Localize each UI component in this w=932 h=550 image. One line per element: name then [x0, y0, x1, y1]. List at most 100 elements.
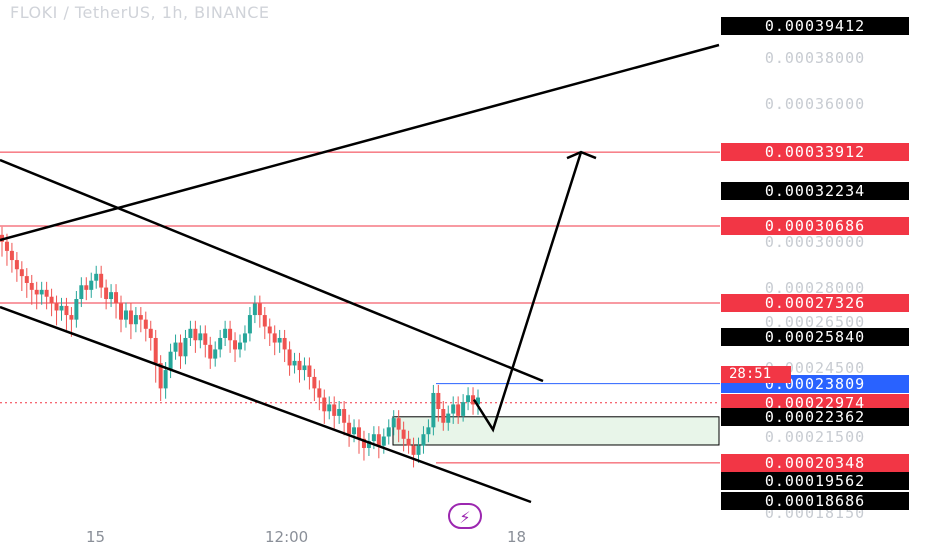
candle-body — [461, 402, 466, 416]
trend-drawings[interactable] — [0, 43, 720, 504]
candle-body — [381, 436, 386, 446]
price-tick: 0.00030000 — [764, 232, 866, 251]
candle-body — [446, 413, 451, 423]
price-label: 0.00039412 — [721, 17, 909, 36]
candle-body — [114, 292, 119, 304]
candle-body — [406, 438, 411, 446]
candle-body — [371, 434, 376, 442]
candle-body — [426, 427, 431, 435]
candle-body — [39, 289, 44, 295]
candle-body — [223, 328, 228, 338]
candle-body — [233, 340, 238, 350]
candle-body — [183, 337, 188, 357]
price-label: 0.00018686 — [721, 491, 909, 510]
candle-body — [431, 392, 436, 428]
price-label: 0.00030686 — [721, 217, 909, 235]
candle-body — [14, 260, 19, 270]
price-tick: 0.00026500 — [764, 312, 866, 331]
candle-body — [242, 333, 247, 343]
candle-body — [173, 342, 178, 352]
candle-body — [238, 342, 242, 350]
candle-body — [228, 328, 233, 341]
candle-body — [143, 319, 148, 329]
candle-body — [396, 418, 401, 430]
arrow-head — [566, 150, 597, 160]
channel-top-line — [0, 158, 544, 383]
candle-body — [332, 404, 337, 416]
candle-body — [297, 360, 302, 371]
candle-body — [391, 418, 396, 428]
candle-body — [247, 315, 252, 334]
chart-title: FLOKI / TetherUS, 1h, BINANCE — [10, 3, 270, 22]
candle-body — [257, 303, 262, 316]
candle-body — [188, 328, 193, 338]
candle-body — [54, 303, 59, 311]
candle-body — [307, 365, 312, 377]
candle-body — [59, 305, 64, 311]
time-label-1200: 12:00 — [265, 528, 309, 546]
price-label: 0.00022362 — [721, 407, 909, 426]
countdown-timer: 28:51 — [721, 366, 791, 383]
candle-body — [19, 269, 24, 277]
candle-body — [421, 434, 426, 446]
candle-body — [168, 351, 173, 371]
candle-body — [272, 333, 277, 343]
candle-body — [262, 315, 267, 327]
candle-body — [163, 370, 168, 389]
candle-body — [466, 395, 471, 403]
lightning-icon[interactable]: ⚡ — [448, 503, 482, 529]
candle-body — [29, 282, 34, 290]
candle-body — [109, 292, 114, 300]
candle-body — [386, 427, 391, 437]
candle-body — [347, 422, 352, 435]
price-label: 0.00022974 — [721, 393, 909, 412]
candle-body — [104, 287, 109, 300]
candle-body — [99, 273, 104, 288]
candle-body — [357, 427, 361, 439]
candle-body — [208, 344, 213, 359]
candle-body — [138, 315, 143, 320]
price-tick: 0.00038000 — [764, 49, 866, 68]
candle-body — [193, 328, 198, 341]
candle-body — [267, 326, 272, 334]
candles — [0, 226, 480, 468]
candle-body — [277, 337, 282, 343]
candle-body — [327, 404, 332, 412]
price-label: 0.00025840 — [721, 328, 909, 347]
candle-body — [158, 363, 163, 389]
candle-body — [436, 392, 441, 410]
price-label: 0.00027326 — [721, 294, 909, 312]
candle-body — [49, 296, 54, 304]
candle-body — [342, 409, 347, 423]
price-label: 0.00032234 — [721, 181, 909, 200]
candle-body — [471, 395, 476, 405]
price-tick: 0.00028000 — [764, 278, 866, 297]
candle-body — [456, 404, 461, 416]
candle-body — [79, 285, 84, 300]
candle-body — [153, 337, 158, 364]
candle-body — [218, 337, 223, 350]
candle-body — [312, 376, 317, 389]
candle-body — [441, 409, 446, 423]
candle-body — [24, 276, 29, 283]
candle-body — [9, 250, 14, 261]
candle-body — [44, 289, 49, 297]
candle-body — [74, 299, 79, 320]
candle-body — [287, 349, 292, 366]
price-label: 0.00019562 — [721, 471, 909, 490]
upper-trendline — [0, 43, 720, 242]
candle-body — [401, 429, 406, 439]
candle-body — [282, 337, 287, 350]
candle-body — [133, 315, 138, 325]
time-label-18: 18 — [507, 528, 527, 546]
candle-body — [411, 445, 416, 455]
time-label-15: 15 — [86, 528, 106, 546]
candle-body — [476, 397, 480, 405]
candle-body — [292, 360, 297, 366]
candle-body — [361, 438, 366, 448]
candle-body — [69, 315, 74, 320]
candle-body — [317, 388, 322, 398]
candle-body — [89, 280, 94, 290]
candle-body — [178, 342, 183, 357]
